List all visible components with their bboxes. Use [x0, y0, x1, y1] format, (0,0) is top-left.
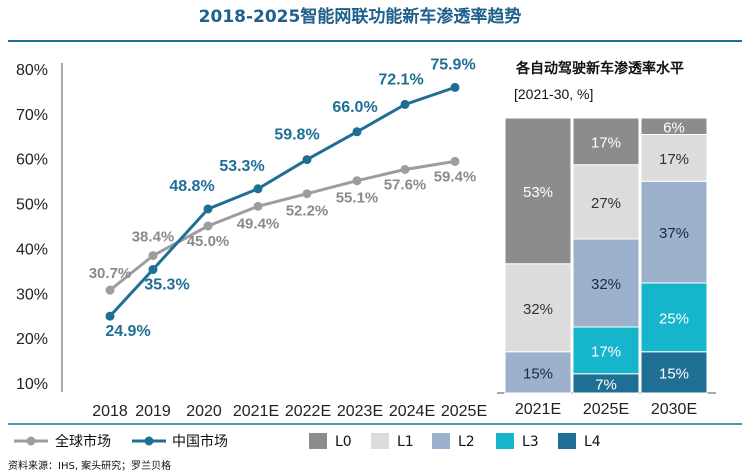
bar-segment-label: 7%: [595, 376, 617, 393]
bar-segment-label: 27%: [591, 195, 621, 212]
legend: 全球市场 中国市场 L0 L1 L2 L3 L4: [14, 433, 601, 450]
legend-box-l4: [558, 433, 576, 449]
legend-box-l3: [496, 433, 514, 449]
y-tick-label: 30%: [16, 286, 48, 303]
china-market-line: [108, 85, 456, 318]
china-market-data-label: 75.9%: [430, 56, 475, 73]
y-tick-label: 60%: [16, 152, 48, 169]
x-tick-label: 2019: [135, 403, 171, 420]
y-tick-label: 20%: [16, 331, 48, 348]
bar-segment-label: 17%: [591, 343, 621, 360]
china-market-data-label: 72.1%: [378, 71, 423, 88]
y-tick-label: 10%: [16, 376, 48, 393]
legend-marker: [144, 436, 154, 446]
legend-box-l2: [432, 433, 450, 449]
stacked-bar-chart: 15% 32% 53% 2021E 7% 17% 32% 27% 17% 2025E 15% 25% 3…: [497, 117, 716, 418]
global-market-point: [352, 176, 362, 186]
bar-segment-l3: [640, 282, 708, 353]
y-tick-label: 40%: [16, 241, 48, 258]
bar-chart-title: 各自动驾驶新车渗透率水平: [515, 60, 684, 77]
bar-segment-l0: [640, 117, 708, 135]
legend-label: 全球市场: [55, 433, 111, 450]
legend-label: L1: [397, 434, 414, 450]
bar-category-label: 2030E: [651, 401, 697, 418]
china-market-point: [302, 155, 312, 165]
bar-segment-l2: [504, 351, 572, 394]
x-tick-label: 2022E: [285, 403, 331, 420]
y-tick-label: 50%: [16, 197, 48, 214]
china-market-point: [203, 204, 213, 214]
bar-segment-l1: [572, 164, 640, 240]
line-chart: 10% 20% 30% 40% 50% 60% 70% 80% 2018 2019 2020 2021…: [16, 56, 487, 420]
global-market-point: [253, 201, 263, 211]
y-tick-label: 80%: [16, 62, 48, 79]
bar-category-label: 2025E: [583, 401, 629, 418]
global-market-data-label: 45.0%: [187, 233, 230, 250]
legend-label: 中国市场: [172, 433, 228, 450]
china-market-data-label: 53.3%: [219, 158, 264, 175]
bar-category-label: 2021E: [515, 401, 561, 418]
x-tick-label: 2021E: [233, 403, 279, 420]
global-market-point: [148, 251, 158, 261]
x-tick-label: 2020: [186, 403, 222, 420]
china-market-point: [450, 82, 460, 92]
x-tick-label: 2025E: [441, 403, 487, 420]
bar-segment-label: 17%: [659, 151, 689, 168]
chart-title: 2018-2025智能网联功能新车渗透率趋势: [199, 6, 522, 27]
legend-label: L4: [584, 434, 601, 450]
legend-label: L2: [458, 434, 475, 450]
bar-segment-label: 6%: [663, 119, 685, 136]
legend-marker: [26, 436, 36, 446]
global-market-point: [302, 189, 312, 199]
china-market-point: [352, 127, 362, 137]
legend-label: L0: [335, 434, 352, 450]
china-market-point: [253, 184, 263, 194]
bar-segment-l2: [572, 238, 640, 328]
global-market-data-label: 55.1%: [336, 190, 379, 207]
bar-segment-label: 15%: [659, 365, 689, 382]
china-market-point: [148, 265, 158, 275]
global-market-line: [109, 159, 456, 292]
bar-segment-l0: [572, 117, 640, 166]
bar-segment-l2: [640, 180, 708, 284]
bar-segment-l3: [572, 326, 640, 375]
bar-chart-subtitle: [2021-30, %]: [514, 86, 593, 102]
legend-box-l0: [309, 433, 327, 449]
bar-segment-label: 37%: [659, 225, 689, 242]
global-market-data-label: 57.6%: [384, 176, 427, 193]
bar-segment-label: 32%: [523, 301, 553, 318]
global-market-data-label: 38.4%: [132, 229, 175, 246]
bar-segment-l0: [504, 117, 572, 265]
bar-segment-l4: [640, 351, 708, 394]
global-market-point: [203, 221, 213, 231]
source-note: 资料来源：IHS, 案头研究；罗兰贝格: [8, 459, 171, 472]
bar-segment-l1: [504, 263, 572, 353]
china-market-point: [105, 311, 115, 321]
bar-segment-label: 17%: [591, 134, 621, 151]
global-market-data-label: 30.7%: [89, 265, 132, 282]
x-tick-label: 2018: [92, 403, 128, 420]
global-market-point: [105, 285, 115, 295]
china-market-data-label: 66.0%: [332, 99, 377, 116]
y-tick-label: 70%: [16, 107, 48, 124]
bar-segment-label: 32%: [591, 276, 621, 293]
legend-label: L3: [522, 434, 539, 450]
legend-box-l1: [371, 433, 389, 449]
x-tick-label: 2024E: [389, 403, 435, 420]
china-market-data-label: 35.3%: [144, 277, 189, 294]
global-market-data-label: 49.4%: [237, 215, 280, 232]
china-market-data-label: 59.8%: [274, 127, 319, 144]
global-market-data-label: 52.2%: [286, 203, 329, 220]
global-market-point: [400, 164, 410, 174]
global-market-point: [450, 156, 460, 166]
bar-segment-label: 15%: [523, 365, 553, 382]
china-market-data-label: 48.8%: [169, 178, 214, 195]
china-market-data-label: 24.9%: [105, 323, 150, 340]
bar-segment-label: 25%: [659, 310, 689, 327]
bar-segment-label: 53%: [523, 184, 553, 201]
x-tick-label: 2023E: [337, 403, 383, 420]
china-market-point: [400, 99, 410, 109]
global-market-data-label: 59.4%: [434, 168, 477, 185]
